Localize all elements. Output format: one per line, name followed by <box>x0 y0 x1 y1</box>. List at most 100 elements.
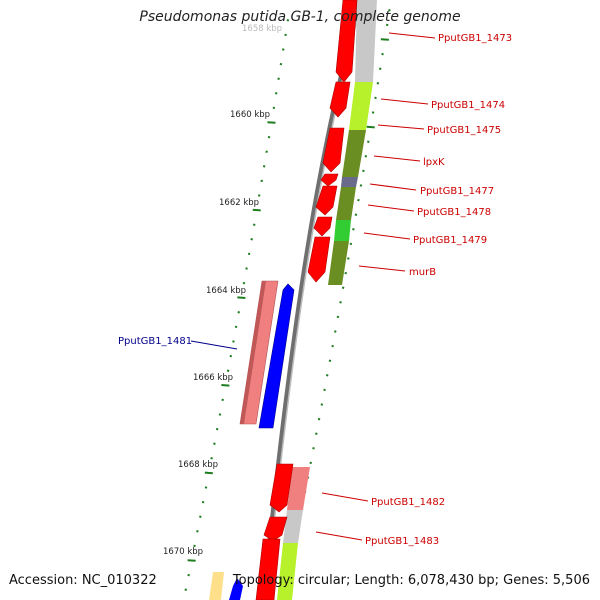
scale-tick <box>210 457 213 460</box>
scale-tick <box>252 223 256 226</box>
scale-tick <box>213 442 216 445</box>
scale-tick <box>274 92 278 95</box>
gene-label-PputGB1_1474: PputGB1_1474 <box>431 100 505 111</box>
scale-tick <box>237 296 246 299</box>
feature-track <box>209 0 377 600</box>
gc-dot <box>325 374 329 377</box>
scale-tick <box>245 267 248 270</box>
scale-tick <box>265 150 268 153</box>
scale-tick <box>237 311 241 314</box>
gene-label-PputGB1_1478: PputGB1_1478 <box>417 207 491 218</box>
gene-arrow <box>322 127 345 173</box>
scale-tick <box>193 544 196 548</box>
gene-label-PputGB1_1473: PputGB1_1473 <box>438 33 512 44</box>
gc-dot <box>315 432 318 435</box>
gene-label-PputGB1_1479: PputGB1_1479 <box>413 235 487 246</box>
scale-tick <box>221 384 230 387</box>
scale-tick <box>257 194 261 197</box>
gene-label-murB: murB <box>409 267 436 278</box>
gc-dot <box>371 111 375 114</box>
gene-arrow <box>320 173 339 187</box>
gc-dot <box>366 140 370 143</box>
scale-tick <box>277 77 280 80</box>
scale-label: 1662 kbp <box>219 198 259 208</box>
gc-dot <box>357 198 360 202</box>
gene-arrow <box>315 185 338 216</box>
scale-tick <box>267 135 271 139</box>
gc-dot <box>364 155 368 158</box>
gene-label-PputGB1_1475: PputGB1_1475 <box>427 125 501 136</box>
scale-tick <box>272 106 276 110</box>
scale-tick <box>187 559 196 562</box>
gene-label-PputGB1_1483: PputGB1_1483 <box>365 536 439 547</box>
gene-arrow <box>329 81 351 118</box>
gc-dot <box>339 301 342 304</box>
label-leaders <box>190 32 436 541</box>
gc-dot <box>309 461 313 465</box>
gc-dot <box>347 257 350 260</box>
scale-tick <box>199 515 202 518</box>
gene-arrow <box>255 538 281 600</box>
gc-dot <box>328 359 332 362</box>
scale-tick <box>218 413 222 416</box>
gc-dot <box>380 38 389 41</box>
scale-tick <box>184 588 188 591</box>
gc-dot <box>333 330 337 333</box>
scale-tick <box>196 530 199 533</box>
pink-gene-shade <box>240 281 266 424</box>
scale-tick <box>250 238 253 241</box>
gc-dot <box>320 403 324 406</box>
gene-arrow <box>263 516 288 542</box>
scale-tick <box>234 325 238 329</box>
forward-gene-arrow <box>229 578 243 600</box>
gc-dot <box>341 286 345 289</box>
gc-dot <box>349 242 353 246</box>
genome-title: Pseudomonas putida GB-1, complete genome <box>139 9 461 25</box>
gc-dot <box>331 344 334 348</box>
gene-label-PputGB1_1482: PputGB1_1482 <box>371 497 445 508</box>
gc-dot <box>344 271 348 275</box>
gene-label-PputGB1_1477: PputGB1_1477 <box>420 186 494 197</box>
gene-arrow <box>335 0 358 83</box>
scale-tick <box>262 165 266 168</box>
forward-gene-arrow <box>258 283 295 429</box>
accession-text: Accession: NC_010322 <box>9 573 157 588</box>
scale-label: 1660 kbp <box>230 110 270 120</box>
gc-dot <box>352 228 355 231</box>
reverse-strand-genes <box>255 0 358 600</box>
scale-tick <box>204 471 213 475</box>
scale-tick <box>279 62 283 66</box>
scale-tick <box>201 500 205 504</box>
gc-dot <box>378 67 382 70</box>
scale-tick <box>226 369 230 372</box>
gc-dot <box>376 82 380 85</box>
gc-dot <box>366 125 375 129</box>
scale-label: 1670 kbp <box>163 547 203 557</box>
scale-tick <box>252 208 261 212</box>
scale-ticks <box>184 19 290 591</box>
gc-dot <box>317 417 321 421</box>
gc-dot <box>323 388 326 392</box>
scale-label: 1668 kbp <box>178 460 218 470</box>
gc-dot <box>385 23 389 27</box>
scale-tick <box>267 121 276 124</box>
scale-tick <box>204 486 208 489</box>
gc-dot <box>374 96 377 100</box>
gene-arrow <box>313 216 333 237</box>
gc-dot <box>336 315 340 319</box>
gc-dot <box>362 169 365 173</box>
gene-arrow <box>307 236 331 283</box>
scale-tick <box>284 33 287 37</box>
gc-dot <box>388 9 391 12</box>
gene-label-PputGB1_1481: PputGB1_1481 <box>118 336 192 347</box>
gene-arrow <box>269 463 294 513</box>
gene-label-lpxK: lpxK <box>423 157 445 168</box>
gc-dot <box>312 447 315 450</box>
gc-dot <box>381 52 384 56</box>
scale-tick <box>260 179 263 183</box>
scale-label-partial: 1658 kbp <box>242 24 282 34</box>
scale-tick <box>187 573 190 577</box>
gc-dot <box>354 213 358 216</box>
scale-tick <box>281 48 285 51</box>
scale-label: 1666 kbp <box>193 373 233 383</box>
